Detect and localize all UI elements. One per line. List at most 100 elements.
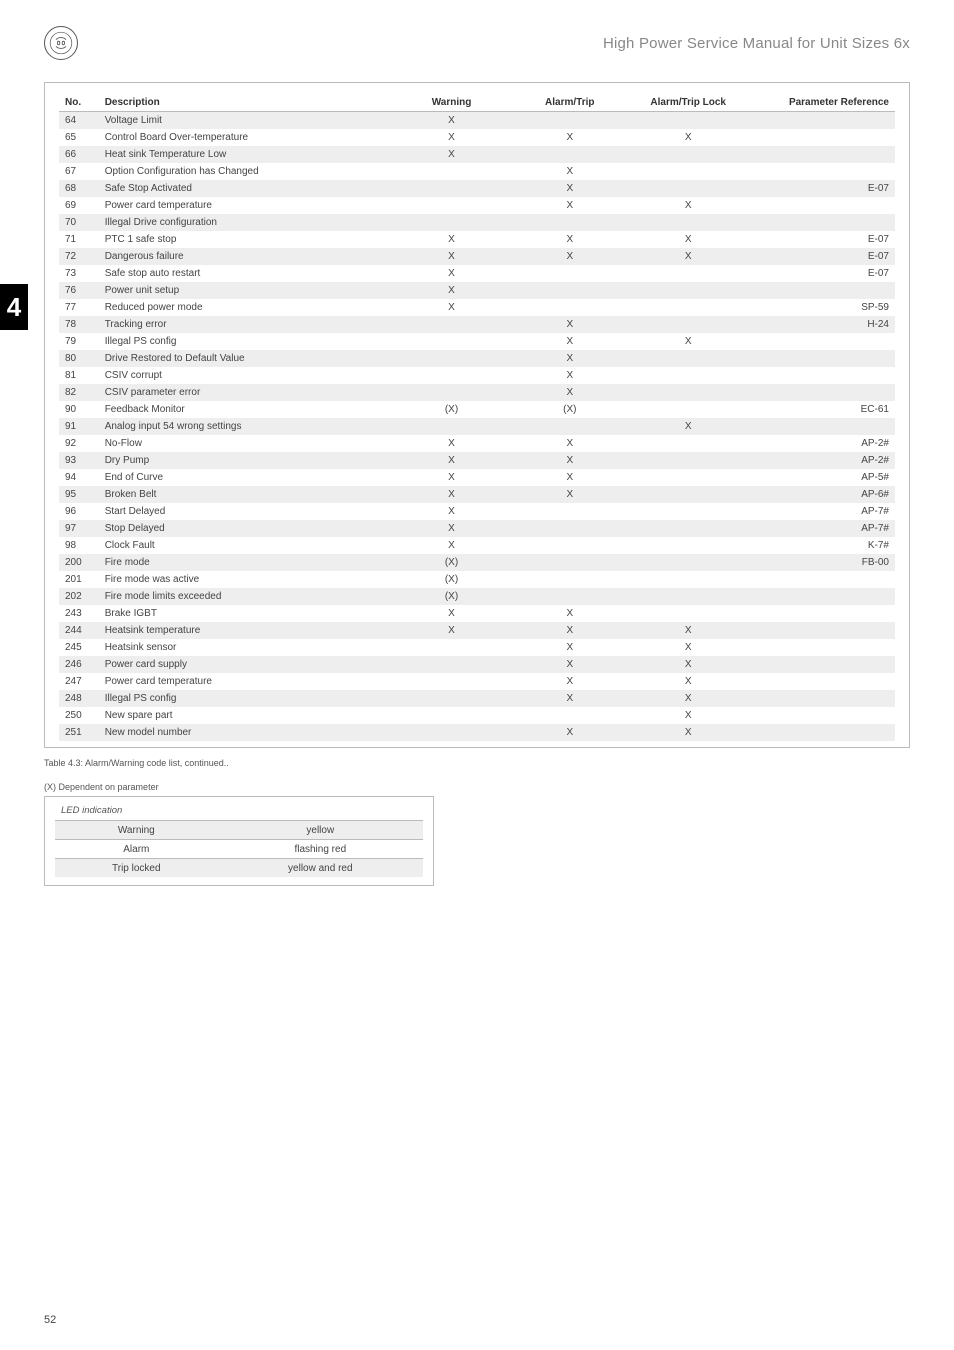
cell-no: 73 (59, 265, 99, 282)
led-row: Trip lockedyellow and red (55, 859, 423, 878)
cell-ref (747, 588, 895, 605)
cell-warn (392, 639, 510, 656)
led-table-wrap: LED indication WarningyellowAlarmflashin… (44, 796, 434, 886)
ge-logo (44, 26, 78, 60)
table-row: 248Illegal PS configXX (59, 690, 895, 707)
table-row: 243Brake IGBTXX (59, 605, 895, 622)
table-row: 202Fire mode limits exceeded(X) (59, 588, 895, 605)
table-row: 73Safe stop auto restartXE-07 (59, 265, 895, 282)
cell-desc: Power card temperature (99, 673, 393, 690)
led-state: Trip locked (55, 859, 218, 878)
cell-lock (629, 146, 747, 163)
cell-ref: AP-5# (747, 469, 895, 486)
cell-no: 201 (59, 571, 99, 588)
document-title: High Power Service Manual for Unit Sizes… (603, 35, 910, 52)
table-row: 250New spare partX (59, 707, 895, 724)
cell-warn: (X) (392, 401, 510, 418)
cell-trip: X (511, 656, 629, 673)
led-color: yellow and red (218, 859, 423, 878)
alarm-table: No. Description Warning Alarm/Trip Alarm… (59, 93, 895, 741)
cell-desc: Analog input 54 wrong settings (99, 418, 393, 435)
cell-warn: X (392, 520, 510, 537)
cell-lock (629, 282, 747, 299)
cell-desc: Option Configuration has Changed (99, 163, 393, 180)
cell-warn: X (392, 622, 510, 639)
cell-warn: X (392, 605, 510, 622)
cell-lock (629, 316, 747, 333)
cell-lock (629, 112, 747, 130)
col-desc: Description (99, 93, 393, 112)
cell-warn (392, 384, 510, 401)
cell-lock (629, 180, 747, 197)
cell-desc: Heatsink sensor (99, 639, 393, 656)
cell-warn: X (392, 129, 510, 146)
cell-trip (511, 503, 629, 520)
cell-desc: No-Flow (99, 435, 393, 452)
cell-no: 68 (59, 180, 99, 197)
cell-ref: E-07 (747, 248, 895, 265)
table-row: 247Power card temperatureXX (59, 673, 895, 690)
cell-trip: X (511, 129, 629, 146)
cell-trip (511, 112, 629, 130)
table-row: 79Illegal PS configXX (59, 333, 895, 350)
cell-desc: CSIV parameter error (99, 384, 393, 401)
cell-desc: Power unit setup (99, 282, 393, 299)
cell-ref (747, 656, 895, 673)
table-row: 67Option Configuration has ChangedX (59, 163, 895, 180)
cell-no: 82 (59, 384, 99, 401)
cell-trip: X (511, 435, 629, 452)
col-warn: Warning (392, 93, 510, 112)
cell-no: 64 (59, 112, 99, 130)
cell-no: 98 (59, 537, 99, 554)
cell-ref: EC-61 (747, 401, 895, 418)
cell-no: 65 (59, 129, 99, 146)
cell-lock (629, 367, 747, 384)
cell-no: 246 (59, 656, 99, 673)
cell-warn: X (392, 112, 510, 130)
cell-desc: Power card temperature (99, 197, 393, 214)
cell-lock (629, 401, 747, 418)
table-row: 97Stop DelayedXAP-7# (59, 520, 895, 537)
page-header: High Power Service Manual for Unit Sizes… (44, 26, 910, 60)
cell-ref: AP-2# (747, 435, 895, 452)
cell-ref (747, 129, 895, 146)
cell-trip: X (511, 673, 629, 690)
cell-trip: X (511, 367, 629, 384)
cell-trip: X (511, 231, 629, 248)
cell-ref: SP-59 (747, 299, 895, 316)
table-row: 69Power card temperatureXX (59, 197, 895, 214)
cell-ref: H-24 (747, 316, 895, 333)
table-row: 76Power unit setupX (59, 282, 895, 299)
cell-desc: Safe Stop Activated (99, 180, 393, 197)
cell-ref (747, 112, 895, 130)
cell-desc: Safe stop auto restart (99, 265, 393, 282)
cell-lock (629, 469, 747, 486)
page-number: 52 (44, 1314, 56, 1326)
cell-trip: X (511, 452, 629, 469)
cell-warn (392, 350, 510, 367)
cell-warn: X (392, 282, 510, 299)
col-ref: Parameter Reference (747, 93, 895, 112)
cell-lock: X (629, 197, 747, 214)
table-row: 68Safe Stop ActivatedXE-07 (59, 180, 895, 197)
cell-warn: X (392, 435, 510, 452)
cell-trip (511, 282, 629, 299)
cell-lock: X (629, 248, 747, 265)
table-row: 72Dangerous failureXXXE-07 (59, 248, 895, 265)
table-row: 81CSIV corruptX (59, 367, 895, 384)
cell-warn (392, 197, 510, 214)
cell-warn (392, 673, 510, 690)
cell-desc: Heat sink Temperature Low (99, 146, 393, 163)
cell-ref: AP-7# (747, 503, 895, 520)
cell-no: 244 (59, 622, 99, 639)
cell-warn (392, 418, 510, 435)
cell-no: 91 (59, 418, 99, 435)
table-caption: Table 4.3: Alarm/Warning code list, cont… (44, 758, 910, 768)
cell-desc: Voltage Limit (99, 112, 393, 130)
cell-no: 72 (59, 248, 99, 265)
cell-no: 96 (59, 503, 99, 520)
cell-desc: Brake IGBT (99, 605, 393, 622)
cell-warn: X (392, 452, 510, 469)
cell-no: 248 (59, 690, 99, 707)
cell-ref (747, 622, 895, 639)
